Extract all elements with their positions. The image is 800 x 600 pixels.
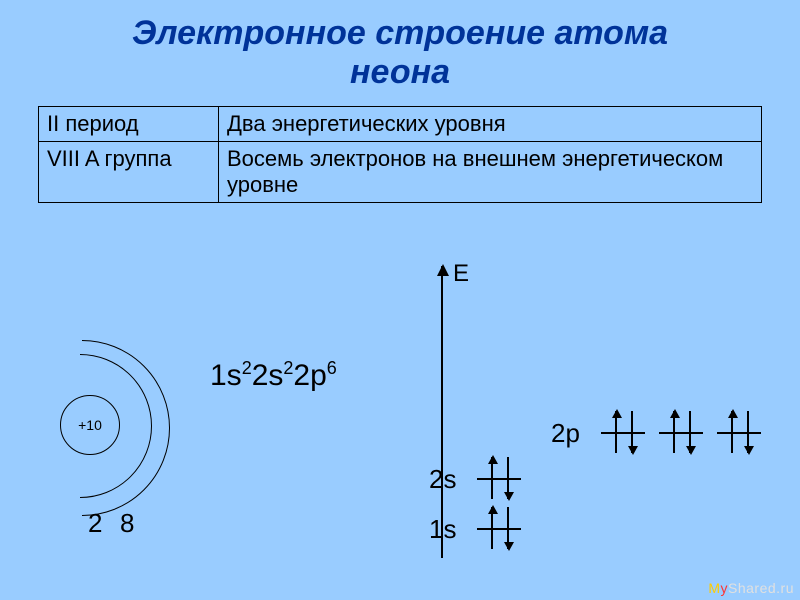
electron-1s-up bbox=[491, 507, 493, 549]
orbital-2p-3 bbox=[717, 432, 761, 434]
cell-period: II период bbox=[39, 107, 219, 142]
electron-2p2-up bbox=[673, 411, 675, 453]
electron-2p2-down bbox=[689, 411, 691, 453]
electron-2s-down bbox=[507, 457, 509, 499]
orbital-2p-2 bbox=[659, 432, 703, 434]
energy-axis-label: E bbox=[453, 260, 469, 288]
label-2s: 2s bbox=[429, 464, 456, 495]
orbital-2s bbox=[477, 478, 521, 480]
shell-count-2: 8 bbox=[120, 508, 134, 539]
watermark-rest: Shared.ru bbox=[728, 580, 794, 596]
shell-2 bbox=[0, 340, 170, 516]
electron-configuration: 1s22s22p6 bbox=[210, 358, 337, 393]
label-2p: 2p bbox=[551, 418, 580, 449]
title-line-2: неона bbox=[350, 53, 450, 91]
table-row: VIII A группа Восемь электронов на внешн… bbox=[39, 142, 762, 203]
electron-2p1-down bbox=[631, 411, 633, 453]
electron-2p3-up bbox=[731, 411, 733, 453]
cell-period-desc: Два энергетических уровня bbox=[219, 107, 762, 142]
orbital-1s bbox=[477, 528, 521, 530]
title-line-1: Электронное строение атома bbox=[132, 14, 668, 52]
table-row: II период Два энергетических уровня bbox=[39, 107, 762, 142]
config-1s: 1s2 bbox=[210, 359, 252, 392]
label-1s: 1s bbox=[429, 514, 456, 545]
orbital-2p-1 bbox=[601, 432, 645, 434]
properties-table: II период Два энергетических уровня VIII… bbox=[38, 106, 762, 203]
watermark: MyShared.ru bbox=[708, 580, 794, 596]
config-2p: 2p6 bbox=[293, 359, 336, 392]
electron-1s-down bbox=[507, 507, 509, 549]
config-2s: 2s2 bbox=[252, 359, 294, 392]
electron-2s-up bbox=[491, 457, 493, 499]
watermark-m: M bbox=[708, 580, 720, 596]
watermark-y: y bbox=[721, 580, 729, 596]
cell-group-desc: Восемь электронов на внешнем энергетичес… bbox=[219, 142, 762, 203]
electron-2p1-up bbox=[615, 411, 617, 453]
cell-group: VIII A группа bbox=[39, 142, 219, 203]
electron-2p3-down bbox=[747, 411, 749, 453]
energy-diagram: E 1s 2s 2p bbox=[415, 260, 775, 580]
slide-title: Электронное строение атома неона bbox=[0, 0, 800, 92]
shell-count-1: 2 bbox=[88, 508, 102, 539]
